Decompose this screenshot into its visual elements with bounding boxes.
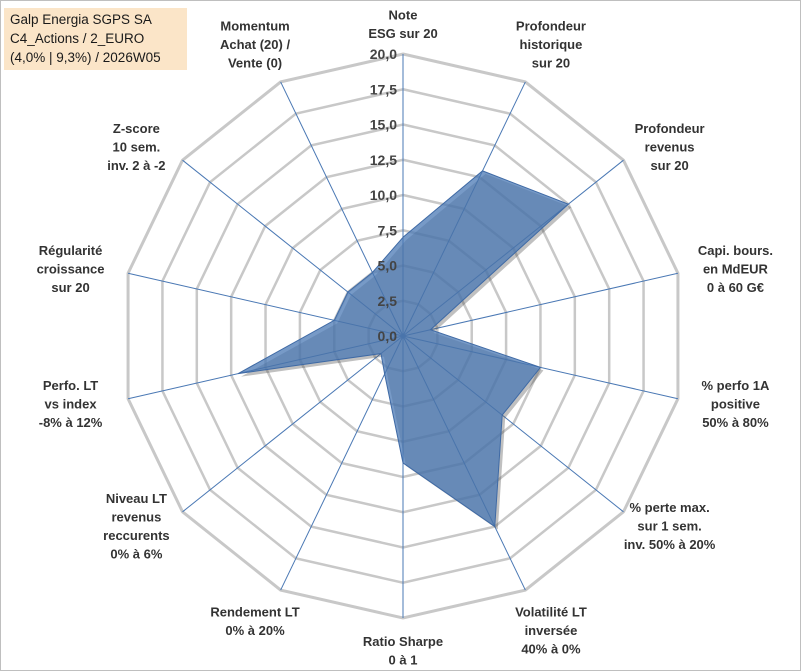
- axis-label: Régularité croissance sur 20: [37, 243, 105, 295]
- axis-label-line: sur 20: [650, 158, 688, 173]
- axis-label-line: Achat (20) /: [220, 37, 290, 52]
- axis-label-line: Note: [389, 8, 418, 23]
- info-box: Galp Energia SGPS SA C4_Actions / 2_EURO…: [4, 8, 187, 70]
- axis-label: Profondeur revenus sur 20: [635, 121, 705, 173]
- axis-label-line: Ratio Sharpe: [363, 634, 443, 649]
- axis-label-line: sur 20: [51, 280, 89, 295]
- tick-label: 7,5: [378, 222, 398, 238]
- axis-label-line: en MdEUR: [703, 261, 769, 276]
- axis-label-line: historique: [520, 37, 583, 52]
- axis-label-line: sur 1 sem.: [637, 519, 701, 534]
- axis-label: Rendement LT 0% à 20%: [210, 605, 299, 639]
- axis-spoke: [402, 272, 679, 337]
- axis-label-line: inversée: [525, 623, 578, 638]
- info-period: (4,0% | 9,3%) / 2026W05: [10, 50, 161, 65]
- axis-label-line: 10 sem.: [113, 139, 161, 154]
- axis-label-line: inv. 2 à -2: [107, 158, 165, 173]
- axis-label: Profondeur historique sur 20: [516, 18, 586, 70]
- axis-label-line: Z-score: [113, 121, 160, 136]
- tick-label: 17,5: [370, 81, 397, 97]
- tick-label: 15,0: [370, 117, 397, 133]
- axis-label-line: Régularité: [39, 243, 103, 258]
- info-category: C4_Actions / 2_EURO: [10, 31, 145, 46]
- axis-label-line: ESG sur 20: [368, 26, 437, 41]
- axis-label-line: 0 à 1: [389, 653, 418, 668]
- axis-spoke: [280, 335, 404, 591]
- axis-label-line: Niveau LT: [106, 491, 167, 506]
- axis-label-line: Capi. bours.: [698, 243, 773, 258]
- tick-label: 20,0: [370, 46, 397, 62]
- tick-label: 12,5: [370, 152, 397, 168]
- axis-label-line: Momentum: [220, 18, 289, 33]
- axis-label-line: Profondeur: [516, 18, 586, 33]
- axis-label: Niveau LT revenus reccurents 0% à 6%: [103, 491, 169, 562]
- axis-label: Note ESG sur 20: [368, 8, 437, 42]
- axis-label: Capi. bours. en MdEUR 0 à 60 G€: [698, 243, 773, 295]
- axis-label-line: -8% à 12%: [39, 415, 103, 430]
- axis-label-line: croissance: [37, 261, 105, 276]
- axis-label-line: Rendement LT: [210, 605, 299, 620]
- info-company: Galp Energia SGPS SA: [10, 12, 152, 27]
- axis-label-line: Volatilité LT: [515, 605, 587, 620]
- axis-label: Volatilité LT inversée 40% à 0%: [515, 605, 587, 657]
- axis-label-line: positive: [711, 397, 760, 412]
- axis-label-line: 0 à 60 G€: [707, 280, 764, 295]
- axis-label-line: 40% à 0%: [521, 642, 581, 657]
- tick-label: 2,5: [378, 293, 398, 309]
- axis-label: Ratio Sharpe 0 à 1: [363, 634, 443, 668]
- axis-label-line: Profondeur: [635, 121, 705, 136]
- axis-label-line: vs index: [45, 397, 98, 412]
- series-area: [237, 170, 570, 528]
- tick-label: 10,0: [370, 187, 397, 203]
- axis-label-line: Vente (0): [228, 55, 282, 70]
- axis-label-line: revenus: [645, 139, 695, 154]
- axis-label-line: inv. 50% à 20%: [624, 537, 716, 552]
- axis-label: % perfo 1A positive 50% à 80%: [701, 378, 770, 430]
- tick-label: 5,0: [378, 258, 398, 274]
- axis-label-line: Perfo. LT: [43, 378, 98, 393]
- tick-label: 0,0: [378, 328, 398, 344]
- axis-label-line: revenus: [111, 509, 161, 524]
- axis-label-line: % perte max.: [629, 500, 709, 515]
- axis-label: Momentum Achat (20) / Vente (0): [220, 18, 290, 70]
- axis-label: % perte max. sur 1 sem. inv. 50% à 20%: [624, 500, 716, 552]
- axis-label-line: sur 20: [532, 55, 570, 70]
- axis-label-line: 50% à 80%: [702, 415, 769, 430]
- axis-label-line: % perfo 1A: [701, 378, 770, 393]
- axis-label-line: 0% à 6%: [110, 546, 162, 561]
- axis-label-line: 0% à 20%: [225, 623, 285, 638]
- axis-label-line: reccurents: [103, 528, 169, 543]
- axis-label: Perfo. LT vs index -8% à 12%: [39, 378, 103, 430]
- axis-spoke: [182, 335, 404, 513]
- axis-label: Z-score 10 sem. inv. 2 à -2: [107, 121, 165, 173]
